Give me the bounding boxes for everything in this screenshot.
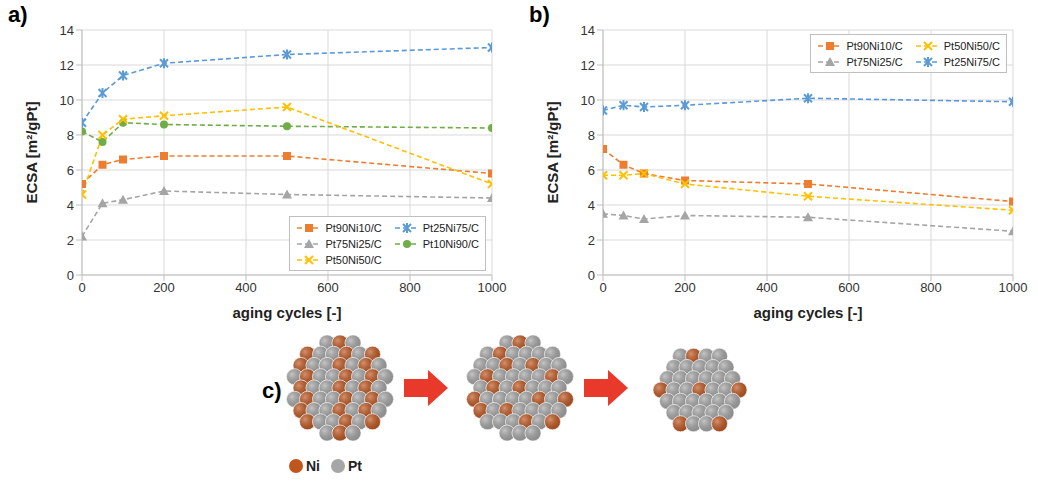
svg-text:8: 8 [588, 128, 595, 143]
svg-text:14: 14 [60, 23, 74, 38]
html-text:Pt50Ni50/C: Pt50Ni50/C [943, 39, 1000, 52]
svg-text:800: 800 [399, 280, 421, 295]
svg-text:0: 0 [599, 280, 606, 295]
svg-text:600: 600 [317, 280, 339, 295]
svg-text:aging cycles [-]: aging cycles [-] [753, 304, 862, 321]
html-text:Pt25Ni75/C: Pt25Ni75/C [422, 221, 479, 234]
html-text:Pt90Ni10/C: Pt90Ni10/C [846, 39, 903, 52]
svg-text:200: 200 [153, 280, 175, 295]
svg-text:c): c) [262, 378, 282, 403]
svg-text:10: 10 [581, 93, 595, 108]
svg-text:12: 12 [60, 58, 74, 73]
svg-text:ECSA [m²/gPt]: ECSA [m²/gPt] [23, 102, 40, 204]
svg-text:12: 12 [581, 58, 595, 73]
svg-text:4: 4 [588, 198, 595, 213]
svg-text:8: 8 [67, 128, 74, 143]
svg-text:200: 200 [674, 280, 696, 295]
svg-text:400: 400 [235, 280, 257, 295]
svg-text:Pt: Pt [348, 458, 362, 474]
svg-text:1000: 1000 [478, 280, 507, 295]
html-text:Pt50Ni50/C: Pt50Ni50/C [325, 253, 382, 266]
svg-text:10: 10 [60, 93, 74, 108]
html-text:Pt10Ni90/C: Pt10Ni90/C [422, 237, 479, 250]
html-text:Pt75Ni25/C: Pt75Ni25/C [325, 237, 382, 250]
svg-text:1000: 1000 [999, 280, 1028, 295]
svg-text:Ni: Ni [306, 458, 320, 474]
svg-text:800: 800 [920, 280, 942, 295]
html-text:Pt25Ni75/C: Pt25Ni75/C [943, 55, 1000, 68]
html-text:Pt75Ni25/C: Pt75Ni25/C [846, 55, 903, 68]
svg-text:0: 0 [588, 268, 595, 283]
svg-text:2: 2 [588, 233, 595, 248]
svg-text:aging cycles [-]: aging cycles [-] [232, 304, 341, 321]
svg-text:400: 400 [756, 280, 778, 295]
html-text:Pt90Ni10/C: Pt90Ni10/C [325, 221, 382, 234]
svg-text:ECSA [m²/gPt]: ECSA [m²/gPt] [544, 102, 561, 204]
svg-text:0: 0 [67, 268, 74, 283]
html-text:a): a) [8, 2, 28, 27]
svg-text:14: 14 [581, 23, 595, 38]
html-text:b): b) [529, 2, 550, 27]
svg-text:6: 6 [67, 163, 74, 178]
svg-text:4: 4 [67, 198, 74, 213]
svg-text:2: 2 [67, 233, 74, 248]
svg-text:600: 600 [838, 280, 860, 295]
svg-text:0: 0 [78, 280, 85, 295]
svg-text:6: 6 [588, 163, 595, 178]
